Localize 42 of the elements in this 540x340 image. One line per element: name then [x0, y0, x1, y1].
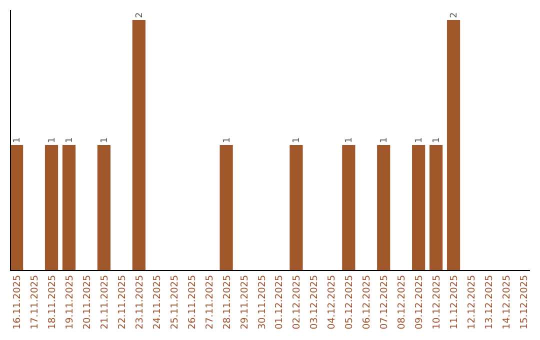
- x-tick-label: 11.12.2025: [449, 275, 460, 330]
- x-tick-label: 17.11.2025: [30, 275, 41, 330]
- x-tick-label: 07.12.2025: [379, 275, 390, 330]
- x-tick-label: 26.11.2025: [186, 275, 198, 330]
- x-tick-label: 03.12.2025: [309, 275, 320, 330]
- x-tick-label: 14.12.2025: [501, 275, 512, 330]
- data-label: 1: [222, 137, 232, 143]
- data-label: 1: [64, 137, 75, 143]
- x-tick-label: 01.12.2025: [274, 275, 286, 330]
- x-tick-label: 04.12.2025: [326, 275, 338, 330]
- data-label: 1: [432, 137, 442, 143]
- data-label: 1: [12, 137, 23, 143]
- data-label: 1: [48, 137, 58, 143]
- x-tick-label: 13.12.2025: [484, 275, 495, 330]
- data-label: 1: [344, 137, 355, 143]
- x-tick-label: 10.12.2025: [432, 275, 443, 330]
- x-tick-label: 18.11.2025: [47, 275, 58, 330]
- data-label: 2: [134, 12, 145, 18]
- x-tick-label: 02.12.2025: [292, 275, 303, 330]
- x-tick-label: 23.11.2025: [134, 275, 146, 330]
- data-label: 2: [450, 12, 460, 18]
- x-tick-label: 12.12.2025: [466, 275, 478, 330]
- x-tick-label: 20.11.2025: [82, 275, 93, 330]
- x-tick-label: 06.12.2025: [362, 275, 373, 330]
- x-tick-label: 25.11.2025: [169, 275, 180, 330]
- data-label: 1: [414, 137, 425, 143]
- data-label: 1: [292, 137, 302, 143]
- x-tick-label: 29.11.2025: [239, 275, 250, 330]
- x-tick-label: 28.11.2025: [222, 275, 233, 330]
- x-tick-label: 22.11.2025: [116, 275, 128, 330]
- x-tick-label: 24.11.2025: [152, 275, 163, 330]
- data-label: 1: [100, 137, 110, 143]
- x-tick-label: 19.11.2025: [64, 275, 76, 330]
- x-tick-label: 30.11.2025: [256, 275, 268, 330]
- x-tick-label: 21.11.2025: [99, 275, 110, 330]
- x-tick-label: 16.11.2025: [12, 275, 24, 330]
- x-tick-label: 09.12.2025: [414, 275, 426, 330]
- x-tick-label: 15.12.2025: [518, 275, 530, 330]
- x-tick-label: 05.12.2025: [344, 275, 356, 330]
- x-tick-label: 08.12.2025: [396, 275, 408, 330]
- x-tick-label: 27.11.2025: [204, 275, 216, 330]
- data-label: 1: [380, 137, 390, 143]
